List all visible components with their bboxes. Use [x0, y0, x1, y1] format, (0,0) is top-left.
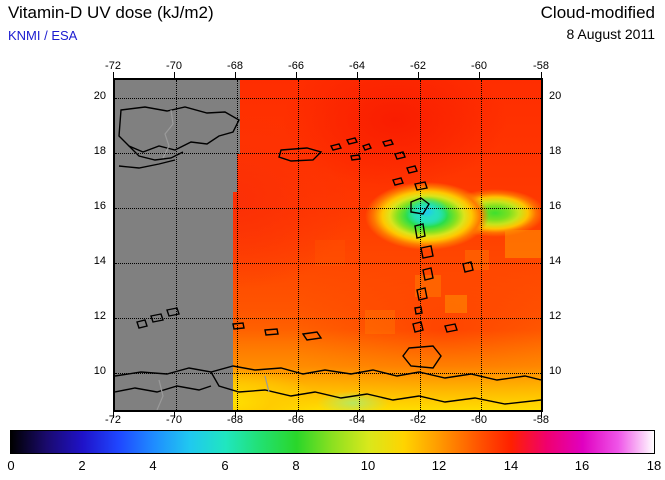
tickmark-x-top-5: [418, 72, 419, 79]
colorbar-tick-14: 14: [503, 458, 519, 473]
title-right-label: Cloud-modified: [540, 3, 655, 22]
gridline-y-10: [115, 373, 541, 374]
colorbar-tick-18: 18: [646, 458, 662, 473]
gridline-x--64: [359, 80, 360, 410]
tickmark-x-top-6: [479, 72, 480, 79]
gridline-y-12: [115, 318, 541, 319]
tickmark-x-top-1: [174, 72, 175, 79]
xtick-bot-2: -68: [227, 414, 243, 426]
no-data-mask-step3: [221, 192, 233, 388]
no-data-mask-step1: [233, 80, 240, 154]
tickmark-x-top-4: [357, 72, 358, 79]
ytick-right-12: 12: [549, 310, 562, 322]
gridline-x--62: [420, 80, 421, 410]
tickmark-x-top-3: [296, 72, 297, 79]
tickmark-x-top-0: [113, 72, 114, 79]
gridline-x--66: [298, 80, 299, 410]
tickmark-x-bot-1: [174, 411, 175, 418]
colorbar-tick-8: 8: [292, 458, 300, 473]
gridline-y-14: [115, 263, 541, 264]
map-plot-area: [113, 78, 543, 412]
xtick-bot-5: -62: [410, 414, 426, 426]
ytick-right-18: 18: [549, 145, 562, 157]
colorbar-tick-6: 6: [221, 458, 229, 473]
gridline-y-18: [115, 153, 541, 154]
colorbar-gradient: [11, 431, 654, 453]
xtick-bot-6: -60: [471, 414, 487, 426]
tickmark-x-bot-5: [418, 411, 419, 418]
tickmark-x-top-2: [235, 72, 236, 79]
xtick-top-2: -68: [227, 60, 243, 72]
gridline-y-16: [115, 208, 541, 209]
colorbar-tick-2: 2: [78, 458, 86, 473]
field-cell-e: [445, 295, 467, 313]
field-cell-a: [505, 230, 541, 258]
gridline-x--60: [481, 80, 482, 410]
xtick-top-0: -72: [105, 60, 121, 72]
ytick-right-14: 14: [549, 255, 562, 267]
xtick-bot-4: -64: [349, 414, 365, 426]
ytick-left-20: 20: [93, 90, 106, 102]
xtick-bot-3: -66: [288, 414, 304, 426]
xtick-bot-7: -58: [533, 414, 549, 426]
xtick-top-5: -62: [410, 60, 426, 72]
field-cell-b: [465, 250, 489, 270]
gridline-x--70: [176, 80, 177, 410]
colorbar: [10, 430, 655, 454]
field-cell-c: [415, 275, 441, 297]
tickmark-x-bot-7: [541, 411, 542, 418]
colorbar-tick-12: 12: [431, 458, 447, 473]
colorbar-tick-10: 10: [360, 458, 376, 473]
ytick-left-10: 10: [93, 365, 106, 377]
xtick-top-4: -64: [349, 60, 365, 72]
xtick-top-7: -58: [533, 60, 549, 72]
colorbar-tick-16: 16: [574, 458, 590, 473]
ytick-right-16: 16: [549, 200, 562, 212]
ytick-left-14: 14: [93, 255, 106, 267]
ytick-right-20: 20: [549, 90, 562, 102]
xtick-bot-1: -70: [166, 414, 182, 426]
ytick-left-12: 12: [93, 310, 106, 322]
field-cell-f: [315, 240, 345, 266]
page-title: Vitamin-D UV dose (kJ/m2): [8, 3, 214, 22]
xtick-bot-0: -72: [105, 414, 121, 426]
field-min-main-core: [400, 190, 454, 234]
tickmark-x-top-7: [541, 72, 542, 79]
tickmark-x-bot-3: [296, 411, 297, 418]
colorbar-tick-0: 0: [7, 458, 15, 473]
date-label: 8 August 2011: [566, 26, 655, 42]
source-label: KNMI / ESA: [8, 28, 78, 43]
xtick-top-6: -60: [471, 60, 487, 72]
no-data-mask-step2: [233, 154, 237, 192]
colorbar-tick-4: 4: [149, 458, 157, 473]
map-raster: [115, 80, 541, 410]
gridline-y-20: [115, 98, 541, 99]
coastline-overlay: [115, 106, 541, 410]
ytick-left-16: 16: [93, 200, 106, 212]
ytick-right-10: 10: [549, 365, 562, 377]
tickmark-x-bot-4: [357, 411, 358, 418]
tickmark-x-bot-6: [479, 411, 480, 418]
no-data-mask-west: [115, 80, 233, 410]
ytick-left-18: 18: [93, 145, 106, 157]
gridline-x--68: [237, 80, 238, 410]
tickmark-x-bot-2: [235, 411, 236, 418]
xtick-top-3: -66: [288, 60, 304, 72]
tickmark-x-bot-0: [113, 411, 114, 418]
xtick-top-1: -70: [166, 60, 182, 72]
